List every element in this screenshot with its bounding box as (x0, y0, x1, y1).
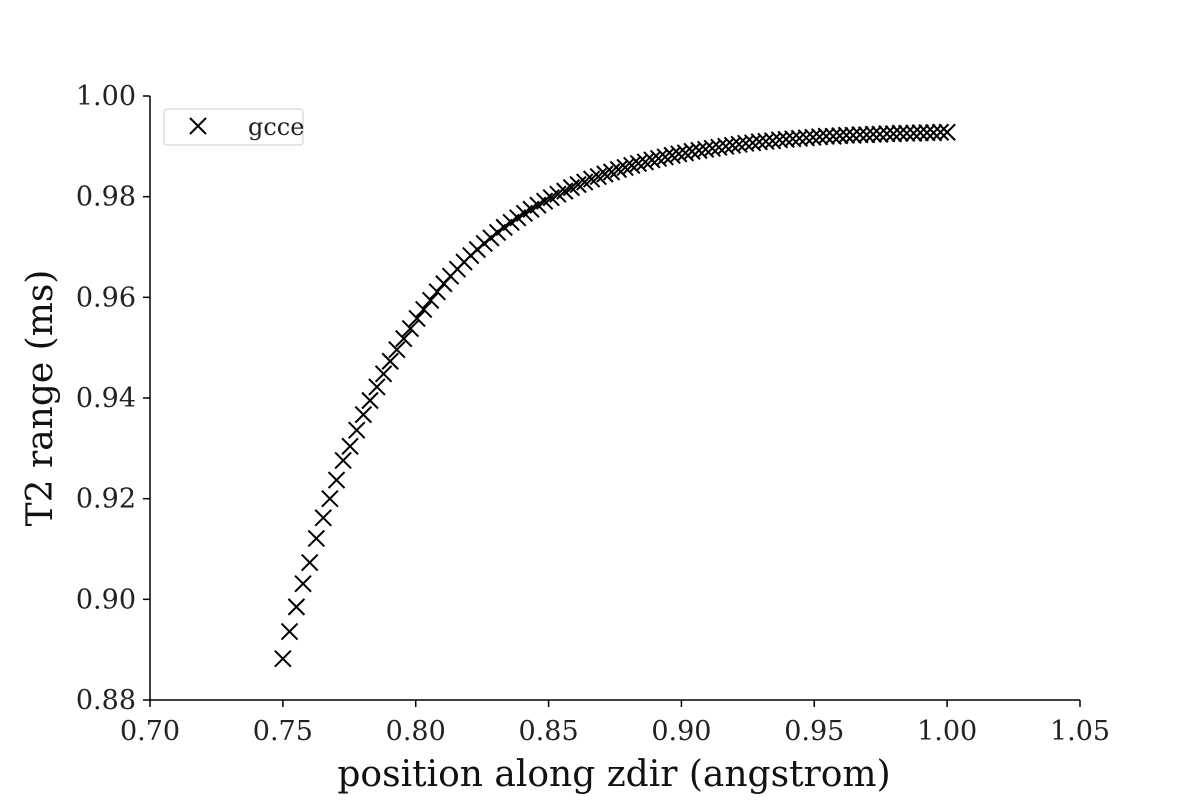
data-point (327, 471, 346, 489)
data-point (629, 154, 648, 173)
y-tick-label: 0.90 (76, 584, 136, 615)
x-axis-title: position along zdir (angstrom) (337, 754, 890, 795)
x-tick-label: 0.75 (253, 716, 313, 747)
x-tick-label: 0.90 (651, 716, 711, 747)
data-point (314, 509, 332, 527)
data-point (395, 329, 413, 348)
data-point (300, 553, 319, 572)
data-point (401, 319, 420, 338)
y-tick-label: 1.00 (76, 81, 136, 112)
legend-label: gcce (248, 113, 304, 141)
data-point (414, 300, 433, 319)
y-axis-title: T2 range (ms) (20, 270, 61, 527)
data-point (938, 123, 956, 141)
y-tick-label: 0.88 (76, 685, 136, 716)
data-point (931, 123, 950, 141)
data-point (804, 128, 822, 146)
data-point (918, 124, 936, 142)
data-point (904, 124, 923, 142)
data-point (878, 125, 896, 143)
x-tick-label: 1.00 (917, 716, 977, 747)
data-point (864, 125, 882, 143)
data-point (851, 126, 869, 144)
legend: gcce (163, 108, 304, 146)
data-point (817, 127, 835, 145)
data-point (831, 127, 849, 145)
x-tick-label: 0.80 (386, 716, 446, 747)
x-tick-label: 0.95 (784, 716, 844, 747)
x-axis-ticks: 0.70 0.75 0.80 0.85 0.90 0.95 1.00 1.05 (120, 700, 1110, 747)
x-tick-label: 1.05 (1050, 716, 1110, 747)
data-point (844, 126, 862, 144)
data-point (421, 291, 440, 310)
data-point (636, 153, 654, 171)
data-point (609, 160, 628, 179)
data-point (374, 365, 393, 383)
data-point (898, 124, 916, 142)
y-tick-label: 0.94 (76, 383, 136, 414)
y-tick-label: 0.98 (76, 182, 136, 213)
data-point (837, 126, 856, 144)
data-point (884, 125, 903, 143)
data-point (361, 391, 379, 410)
data-point (656, 148, 674, 166)
data-point (321, 489, 339, 508)
data-point (784, 130, 802, 148)
data-point (334, 451, 352, 470)
data-point (596, 165, 614, 183)
y-tick-label: 0.96 (76, 282, 136, 313)
data-point (857, 126, 876, 144)
data-point (307, 529, 326, 548)
data-point (348, 421, 366, 439)
data-point (871, 125, 889, 143)
data-point (891, 124, 909, 142)
data-point (623, 156, 641, 175)
x-tick-label: 0.70 (120, 716, 180, 747)
data-point (408, 309, 426, 328)
data-point (676, 144, 695, 162)
data-point (777, 130, 795, 148)
legend-frame (163, 108, 304, 146)
series-markers (274, 123, 956, 668)
data-point (589, 167, 607, 186)
data-point (381, 352, 399, 370)
data-point (294, 575, 312, 593)
data-point (649, 149, 668, 168)
data-point (643, 151, 661, 169)
data-point (287, 598, 306, 616)
data-point (750, 133, 768, 151)
y-axis-ticks: 0.88 0.90 0.92 0.94 0.96 0.98 1.00 (76, 81, 150, 716)
data-point (616, 158, 634, 177)
data-point (368, 378, 386, 396)
data-point (582, 170, 601, 188)
legend-marker-x-icon (189, 117, 207, 135)
data-point (797, 129, 816, 147)
data-point (790, 129, 809, 147)
data-point (770, 131, 789, 149)
data-point (280, 622, 299, 641)
y-tick-label: 0.92 (76, 484, 136, 515)
x-tick-label: 0.85 (519, 716, 579, 747)
data-point (810, 128, 829, 146)
data-point (274, 650, 292, 668)
data-point (341, 437, 359, 456)
data-point (569, 175, 587, 194)
data-point (824, 127, 842, 145)
data-point (924, 124, 943, 142)
data-point (388, 340, 406, 359)
data-point (911, 124, 930, 142)
data-point (354, 405, 373, 424)
